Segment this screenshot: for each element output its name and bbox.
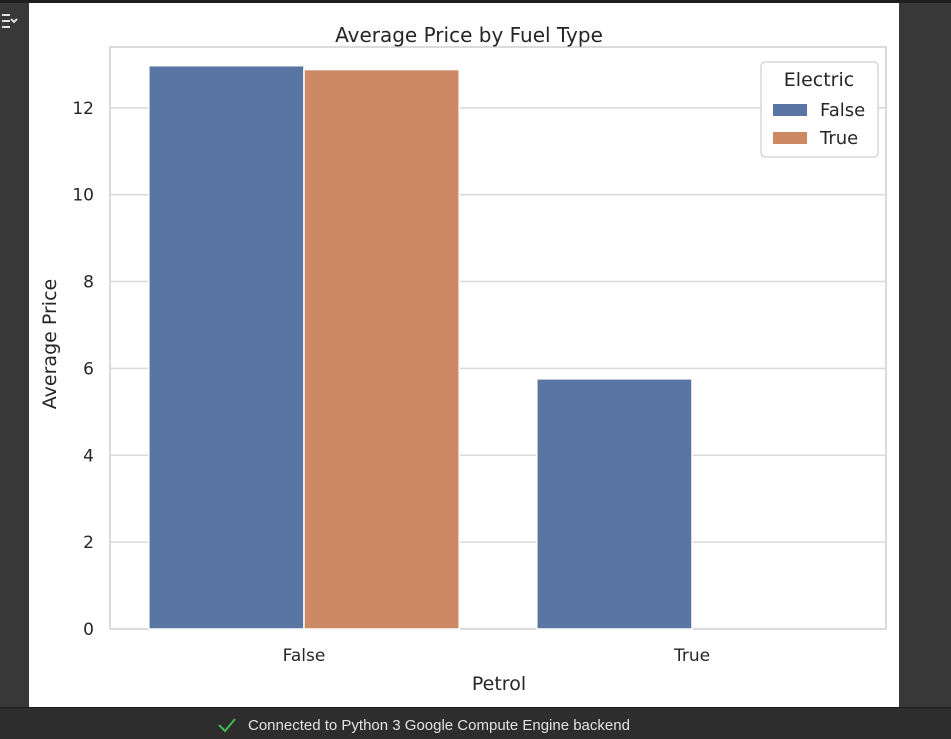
legend: Electric False True xyxy=(760,61,879,158)
y-axis-label: Average Price xyxy=(39,279,61,409)
y-tick-label: 10 xyxy=(72,186,94,206)
y-tick-label: 8 xyxy=(83,273,94,293)
check-icon xyxy=(218,718,236,733)
side-panel xyxy=(899,12,951,707)
status-bar: Connected to Python 3 Google Compute Eng… xyxy=(0,707,951,739)
legend-label-true: True xyxy=(819,128,858,149)
top-strip xyxy=(0,0,951,3)
y-tick-label: 4 xyxy=(83,446,94,466)
connection-status: Connected to Python 3 Google Compute Eng… xyxy=(248,716,630,734)
y-tick-label: 6 xyxy=(83,359,94,379)
output-area: 0 2 4 6 8 10 12 False True Average Price by Fuel… xyxy=(29,3,899,707)
tick-labels: 0 2 4 6 8 10 12 False True xyxy=(72,99,710,666)
chart-title: Average Price by Fuel Type xyxy=(335,23,603,47)
legend-title: Electric xyxy=(784,69,854,91)
bar-chart: 0 2 4 6 8 10 12 False True Average Price by Fuel… xyxy=(39,23,887,695)
cell-gutter xyxy=(0,3,29,707)
bar-false-false xyxy=(148,64,305,630)
x-tick-label: True xyxy=(673,646,710,666)
bars xyxy=(148,64,693,630)
bar-true-false xyxy=(536,378,693,630)
y-tick-label: 2 xyxy=(83,533,94,553)
y-tick-label: 0 xyxy=(83,620,94,640)
bar-false-true xyxy=(303,68,460,630)
y-tick-label: 12 xyxy=(72,99,94,119)
x-tick-label: False xyxy=(283,646,326,666)
legend-label-false: False xyxy=(820,100,865,121)
legend-swatch-true xyxy=(773,132,807,144)
x-axis-label: Petrol xyxy=(472,673,526,695)
legend-swatch-false xyxy=(773,104,807,116)
collapse-output-icon[interactable] xyxy=(0,11,18,33)
